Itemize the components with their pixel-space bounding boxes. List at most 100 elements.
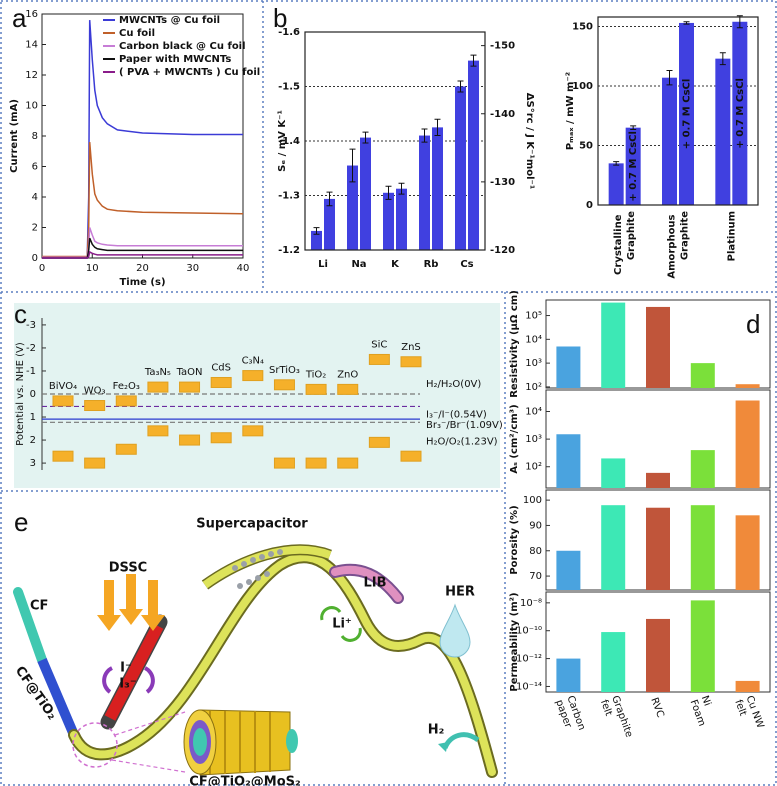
x-tick-label: 40	[237, 263, 250, 274]
x-tick-label: Platinum	[726, 211, 737, 261]
y-tick-label: -1	[26, 366, 36, 377]
bar	[556, 550, 581, 590]
y-tick-label: 10²	[525, 382, 542, 393]
material-label: CdS	[211, 362, 231, 373]
y-axis-label: Potential vs. NHE (V)	[15, 342, 26, 446]
bar	[715, 58, 731, 205]
band-edge	[305, 457, 327, 469]
fiber-cf	[13, 587, 47, 665]
x-tick-label: Amorphous Graphite	[667, 211, 691, 279]
bar	[556, 346, 581, 388]
label: I₃⁻	[119, 677, 136, 692]
arrow	[141, 580, 165, 631]
y-tick-label: 10⁴	[525, 334, 542, 345]
band-edge	[115, 443, 137, 455]
material-label: TiO₂	[305, 369, 326, 380]
fiber	[70, 553, 496, 776]
y-tick-label: 70	[529, 571, 542, 582]
y-tick-label: 6	[32, 162, 38, 173]
material-label: SrTiO₃	[269, 365, 300, 376]
y-tick-label: 2	[30, 435, 36, 446]
y-tick-label: 10⁻⁸	[520, 598, 542, 609]
bead	[255, 575, 261, 581]
y-tick-label: 0	[586, 200, 593, 211]
material-label: BiVO₄	[49, 381, 77, 392]
label: CF	[30, 599, 48, 614]
y-tick-label: 10⁻¹⁴	[516, 681, 542, 692]
y2-axis-label: ΔS°rc / J K⁻¹mol⁻¹	[524, 93, 535, 189]
arc	[320, 606, 342, 621]
band-edge	[84, 457, 106, 469]
y-tick-label: 4	[32, 192, 38, 203]
y-tick-label: 10	[25, 101, 38, 112]
bar	[690, 363, 715, 388]
x-tick-label: Crystalline Graphite	[613, 211, 637, 275]
label: HER	[445, 585, 475, 600]
bar-note: + 0.7 M CsCl	[682, 79, 693, 150]
light-arrows	[97, 574, 165, 631]
material-label: Ta₃N₅	[144, 367, 171, 378]
error-bar	[719, 52, 726, 66]
error-bar	[613, 161, 620, 166]
bar	[646, 618, 670, 692]
y-axis-label: Porosity (%)	[509, 505, 520, 574]
bead	[241, 561, 247, 567]
bar	[601, 632, 626, 692]
supercapacitor-rod	[202, 545, 332, 589]
y-axis-label: Permeability (m²)	[509, 592, 520, 691]
arc	[143, 666, 155, 694]
y-tick-label: 50	[579, 141, 593, 152]
y-tick-label: 0	[32, 253, 38, 264]
y-tick-label: 10³	[525, 434, 542, 445]
bar	[455, 86, 466, 250]
series-line	[42, 250, 243, 259]
bar	[432, 127, 443, 250]
y-axis-label: Aₛ (cm²/cm³)	[509, 404, 520, 473]
x-tick-label: Cs	[460, 259, 473, 270]
bead	[232, 565, 238, 571]
bar	[601, 458, 626, 488]
y-tick-label: 3	[30, 458, 36, 469]
y-tick-label: 12	[25, 70, 38, 81]
bead	[277, 549, 283, 555]
error-bar	[385, 185, 392, 200]
panel-label: b	[273, 3, 287, 33]
bar	[601, 302, 626, 388]
lib-rod	[331, 565, 402, 602]
panel-label: a	[12, 3, 27, 33]
error-bar	[421, 128, 428, 143]
y-tick-label: 100	[572, 81, 593, 92]
y-tick-label: 1	[30, 412, 36, 423]
x-tick-label: Rb	[424, 259, 439, 270]
band-edge	[305, 383, 327, 395]
material-label: SiC	[371, 339, 387, 350]
y-tick-label: 90	[529, 520, 542, 531]
bar	[735, 400, 760, 488]
y-tick-label: 150	[572, 22, 593, 33]
band-edge	[52, 450, 74, 462]
material-label: C₃N₄	[242, 356, 264, 367]
bar	[556, 434, 581, 488]
y2-tick-label: -120	[490, 245, 515, 256]
zoom-circle	[72, 722, 118, 768]
label: CF@TiO₂@MoS₂	[189, 775, 300, 786]
y-axis-label: Current (mA)	[9, 99, 20, 173]
band-edge	[242, 425, 264, 437]
y-tick-label: 10⁻¹²	[516, 654, 542, 665]
error-bar	[736, 15, 743, 29]
label: Li⁺	[332, 617, 352, 632]
band-edge	[400, 450, 422, 462]
li-arrows	[320, 606, 362, 642]
bead	[259, 554, 265, 560]
bar	[690, 505, 715, 590]
bar	[690, 450, 715, 488]
y-tick-label: -1.5	[278, 82, 300, 93]
legend-label: Cu foil	[119, 28, 155, 39]
bead	[246, 579, 252, 585]
y-tick-label: -1.4	[278, 136, 300, 147]
bar	[662, 77, 677, 205]
label: DSSC	[109, 561, 147, 576]
zoom-lines	[111, 711, 186, 773]
arrow	[97, 580, 121, 631]
